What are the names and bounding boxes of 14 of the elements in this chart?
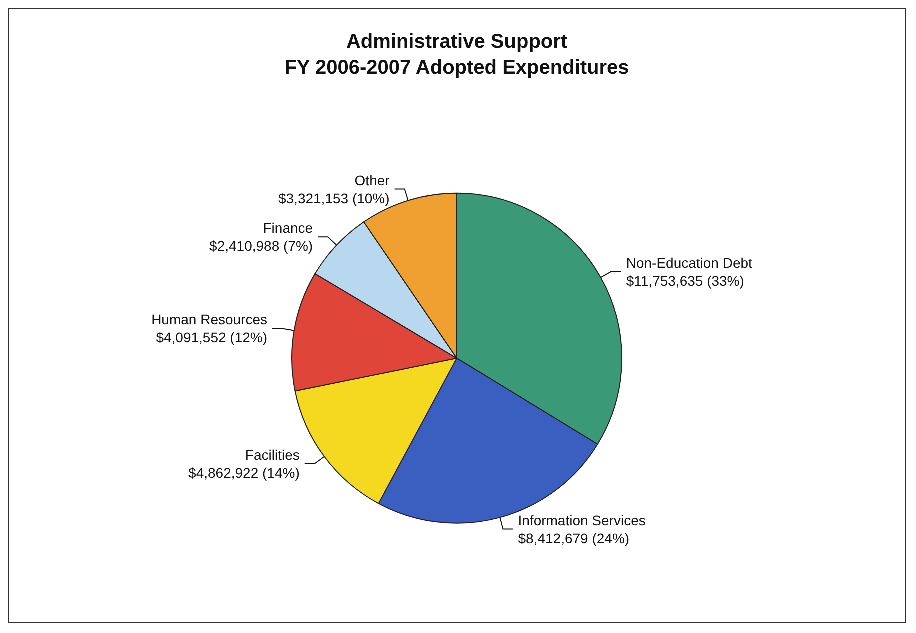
slice-label: Non-Education Debt: [626, 254, 753, 271]
data-label: $8,412,679 (24%): [518, 530, 630, 546]
chart-title: Administrative Support: [346, 31, 568, 53]
slice-label: Other: [354, 172, 390, 188]
slice-label: Facilities: [245, 446, 300, 463]
data-label: $4,862,922 (14%): [188, 464, 300, 481]
chart-subtitle: FY 2006-2007 Adopted Expenditures: [284, 57, 630, 79]
data-label: $2,410,988 (7%): [210, 238, 314, 254]
slice-label: Finance: [263, 220, 314, 236]
data-label: $3,321,153 (10%): [278, 190, 390, 206]
slice-label: Information Services: [518, 512, 646, 528]
data-label: $11,753,635 (33%): [626, 272, 744, 289]
data-label: $4,091,552 (12%): [156, 330, 268, 346]
slice-label: Human Resources: [152, 312, 268, 328]
